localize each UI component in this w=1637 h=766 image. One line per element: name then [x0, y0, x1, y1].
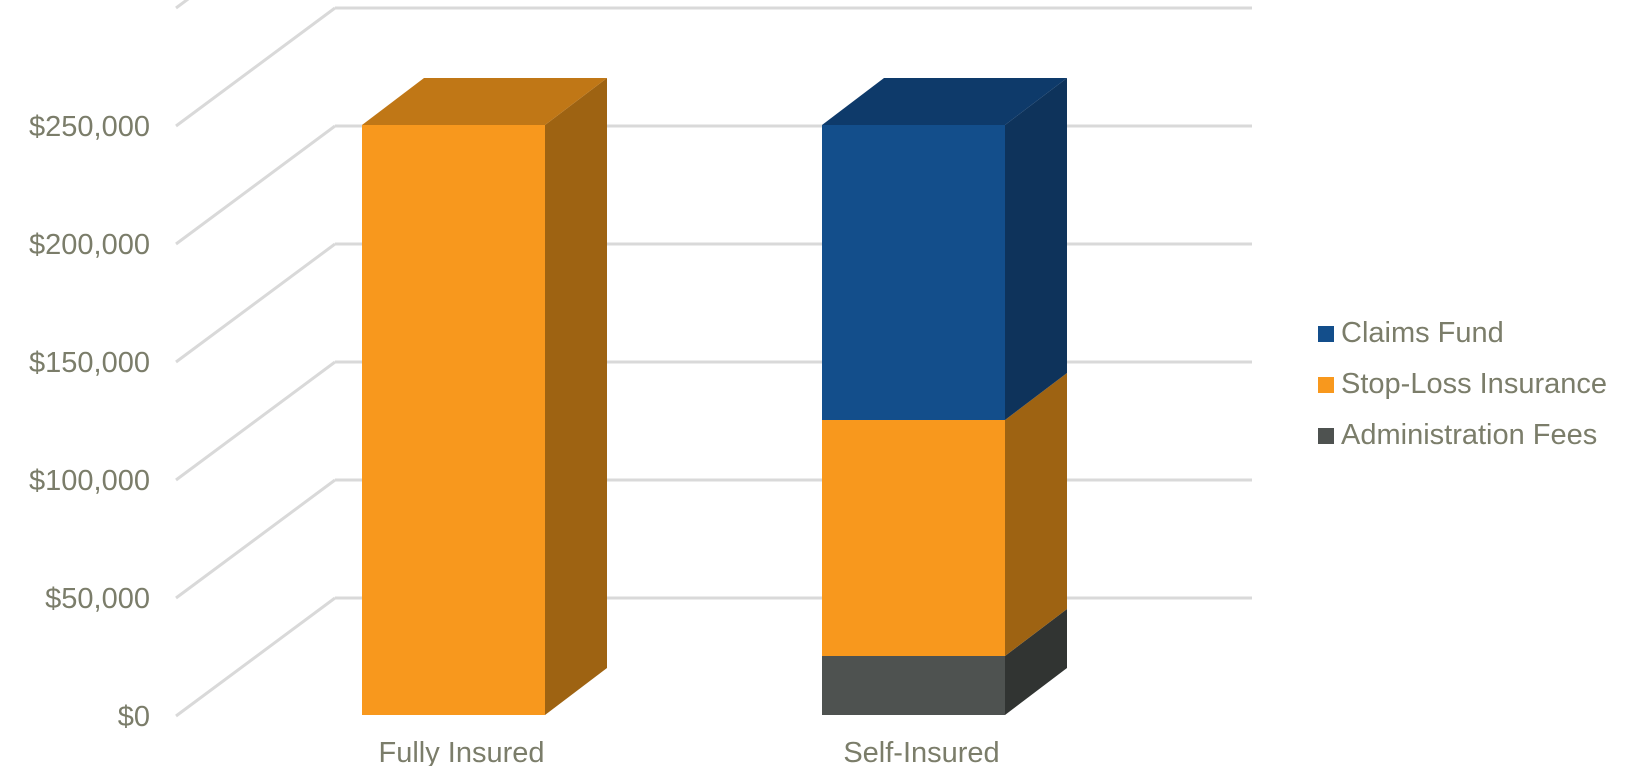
y-tick-label: $0 [118, 701, 150, 733]
legend-swatch-claims-fund [1318, 325, 1334, 342]
x-axis: Fully Insured Self-Insured [378, 737, 999, 766]
y-tick-label: $50,000 [45, 583, 150, 615]
legend-swatch-administration-fees [1318, 427, 1334, 444]
gridline [175, 360, 1252, 482]
bar-self-insured-claims-fund [822, 78, 1067, 420]
bar-fully-insured-stop-loss-insurance [362, 78, 607, 715]
legend: Claims Fund Stop-Loss Insurance Administ… [1318, 308, 1607, 461]
x-tick-label-self-insured: Self-Insured [843, 737, 999, 766]
gridline [175, 478, 1252, 600]
bars [362, 78, 1067, 715]
gridline [175, 6, 1252, 128]
gridline [175, 596, 1252, 718]
legend-item-administration-fees: Administration Fees [1318, 410, 1607, 461]
gridline [175, 124, 1252, 246]
y-tick-label: $250,000 [29, 111, 150, 143]
legend-item-claims-fund: Claims Fund [1318, 308, 1607, 359]
legend-label-stop-loss-insurance: Stop-Loss Insurance [1341, 368, 1607, 400]
y-tick-label: $100,000 [29, 465, 150, 497]
y-axis: $0 $50,000 $100,000 $150,000 $200,000 $250,00… [29, 111, 150, 733]
legend-label-claims-fund: Claims Fund [1341, 317, 1504, 349]
bar-self-insured-stop-loss-insurance [822, 373, 1067, 656]
gridline [175, 242, 1252, 364]
y-tick-label: $150,000 [29, 347, 150, 379]
x-tick-label-fully-insured: Fully Insured [378, 737, 544, 766]
grid [175, 0, 1252, 718]
y-tick-label: $200,000 [29, 229, 150, 261]
legend-label-administration-fees: Administration Fees [1341, 419, 1598, 451]
bar-group-self-insured [822, 78, 1067, 715]
legend-item-stop-loss-insurance: Stop-Loss Insurance [1318, 359, 1607, 410]
legend-swatch-stop-loss-insurance [1318, 376, 1334, 393]
bar-self-insured-administration-fees [822, 609, 1067, 715]
bar-group-fully-insured [362, 78, 607, 715]
